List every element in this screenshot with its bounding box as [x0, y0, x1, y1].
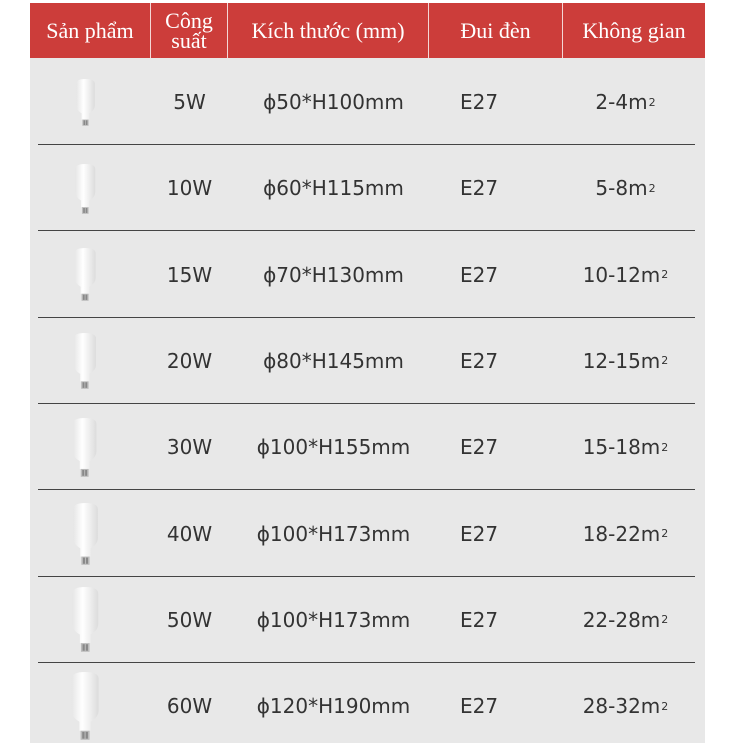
cell-space: 28-32m 2: [582, 694, 669, 719]
cell-power: 15W: [166, 262, 213, 287]
header-dimensions: Kích thước (mm): [228, 3, 429, 58]
cell-power: 60W: [166, 694, 213, 719]
row-divider: [38, 230, 695, 232]
header-socket: Đui đèn: [429, 3, 563, 58]
superscript-unit: 2: [648, 181, 656, 195]
cell-power: 20W: [166, 348, 213, 373]
cell-size: ϕ120*H190mm: [256, 694, 411, 719]
table-row: 20W ϕ80*H145mm E27 12-15m 2: [30, 318, 705, 404]
cell-size: ϕ100*H173mm: [256, 521, 411, 546]
cell-space: 15-18m 2: [582, 435, 669, 460]
row-divider: [38, 661, 695, 663]
cell-size: ϕ80*H145mm: [263, 348, 404, 373]
cell-socket: E27: [459, 90, 499, 114]
cell-space: 2-4m 2: [595, 90, 656, 114]
superscript-unit: 2: [661, 354, 669, 368]
cell-socket: E27: [459, 521, 499, 546]
table-row: 15W ϕ70*H130mm E27 10-12m 2: [30, 232, 705, 318]
header-space: Không gian: [582, 17, 686, 43]
cell-socket: E27: [459, 348, 499, 373]
cell-power: 30W: [166, 435, 213, 460]
cell-space: 22-28m 2: [582, 607, 669, 632]
row-divider: [38, 489, 695, 491]
bulb-icon: [73, 417, 97, 477]
superscript-unit: 2: [661, 268, 669, 282]
cell-space: 12-15m 2: [582, 348, 669, 373]
bulb-icon: [73, 333, 97, 389]
table-row: 50W ϕ100*H173mm E27 22-28m 2: [30, 577, 705, 663]
cell-size: ϕ50*H100mm: [263, 90, 404, 114]
cell-socket: E27: [459, 262, 499, 287]
table-row: 60W ϕ120*H190mm E27 28-32m 2: [30, 663, 705, 749]
cell-size: ϕ70*H130mm: [263, 262, 404, 287]
row-divider: [38, 575, 695, 577]
superscript-unit: 2: [661, 613, 669, 627]
table-row: 10W ϕ60*H115mm E27 5-8m 2: [30, 145, 705, 232]
cell-space: 5-8m 2: [595, 176, 656, 201]
cell-space: 10-12m 2: [582, 262, 669, 287]
cell-space: 18-22m 2: [582, 521, 669, 546]
table-row: 5W ϕ50*H100mm E27 2-4m 2: [30, 59, 705, 145]
cell-socket: E27: [459, 694, 499, 719]
superscript-unit: 2: [661, 699, 669, 713]
cell-power: 5W: [173, 90, 206, 114]
cell-size: ϕ60*H115mm: [263, 176, 404, 201]
table-row: 30W ϕ100*H155mm E27 15-18m 2: [30, 404, 705, 491]
header-product: Sản phẩm: [30, 3, 151, 58]
cell-power: 40W: [166, 521, 213, 546]
product-spec-table: Sản phẩm Công suất Kích thước (mm) Đui đ…: [30, 3, 705, 743]
table-row: 40W ϕ100*H173mm E27 18-22m 2: [30, 491, 705, 577]
bulb-icon: [75, 78, 95, 126]
cell-power: 10W: [166, 176, 213, 201]
row-divider: [38, 144, 695, 145]
bulb-icon: [72, 502, 98, 565]
superscript-unit: 2: [661, 527, 669, 540]
cell-power: 50W: [166, 607, 213, 632]
row-divider: [38, 402, 695, 404]
superscript-unit: 2: [661, 440, 669, 454]
cell-socket: E27: [459, 176, 499, 201]
header-power: Công suất: [151, 3, 228, 58]
cell-socket: E27: [459, 435, 499, 460]
row-divider: [38, 316, 695, 318]
bulb-icon: [72, 587, 98, 653]
bulb-icon: [75, 163, 95, 214]
cell-size: ϕ100*H155mm: [256, 435, 411, 460]
superscript-unit: 2: [648, 95, 656, 109]
bulb-icon: [74, 248, 96, 302]
cell-size: ϕ100*H173mm: [256, 607, 411, 632]
cell-socket: E27: [459, 607, 499, 632]
table-header: Sản phẩm Công suất Kích thước (mm) Đui đ…: [30, 3, 705, 58]
